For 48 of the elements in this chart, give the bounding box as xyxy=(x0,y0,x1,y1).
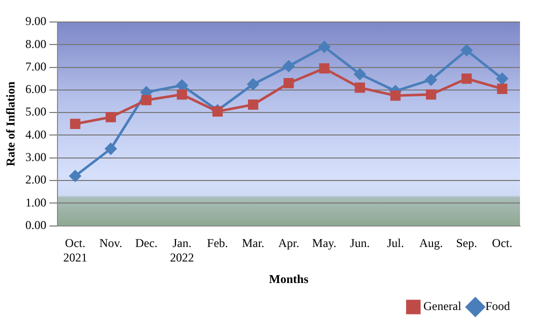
point xyxy=(247,78,259,90)
point xyxy=(105,143,117,155)
x-tick-label: Jan. 2022 xyxy=(170,236,194,265)
point xyxy=(497,84,508,94)
point xyxy=(425,74,437,86)
x-tick-label: May. xyxy=(312,236,336,250)
x-tick-label: Mar. xyxy=(242,236,264,250)
x-tick-label: Oct. xyxy=(492,236,512,250)
point xyxy=(319,63,330,74)
x-tick-label: Aug. xyxy=(419,236,443,250)
x-tick-label: Feb. xyxy=(207,236,228,250)
point xyxy=(69,170,81,182)
y-tick-label: 6.00 xyxy=(25,82,46,96)
point xyxy=(141,94,152,106)
point xyxy=(461,73,472,84)
y-tick-label: 0.00 xyxy=(25,218,46,232)
x-tick-label: Jun. xyxy=(350,236,370,250)
y-tick-label: 1.00 xyxy=(25,195,46,210)
y-tick-label: 2.00 xyxy=(25,172,46,187)
x-tick-label: Jul. xyxy=(386,236,404,250)
y-tick-label: 4.00 xyxy=(25,127,46,142)
point xyxy=(282,60,294,72)
y-tick-label: 7.00 xyxy=(25,59,46,74)
x-tick-label: Sep. xyxy=(456,236,478,250)
x-tick-label: Nov. xyxy=(99,236,122,250)
x-tick-label: Apr. xyxy=(278,236,300,250)
x-tick-label: Dec. xyxy=(135,236,158,250)
y-tick-label: 5.00 xyxy=(25,104,46,119)
point xyxy=(70,118,80,130)
legend-label: General xyxy=(423,299,462,314)
x-tick-label: Oct. 2021 xyxy=(63,236,88,265)
x-axis-title: Months xyxy=(269,272,309,286)
legend-label: Food xyxy=(485,299,510,314)
y-tick-label: 8.00 xyxy=(25,36,46,51)
point xyxy=(284,78,294,88)
y-tick-label: 9.00 xyxy=(25,14,46,28)
point xyxy=(318,41,330,53)
y-axis-title: Rate of Inflation xyxy=(3,81,18,166)
point xyxy=(390,90,401,101)
point xyxy=(460,44,472,56)
point xyxy=(354,68,366,80)
y-tick-label: 3.00 xyxy=(25,150,46,164)
point xyxy=(176,89,188,100)
point xyxy=(248,100,258,110)
point xyxy=(496,72,508,84)
point xyxy=(354,82,366,93)
point xyxy=(106,112,116,122)
point xyxy=(426,89,436,100)
